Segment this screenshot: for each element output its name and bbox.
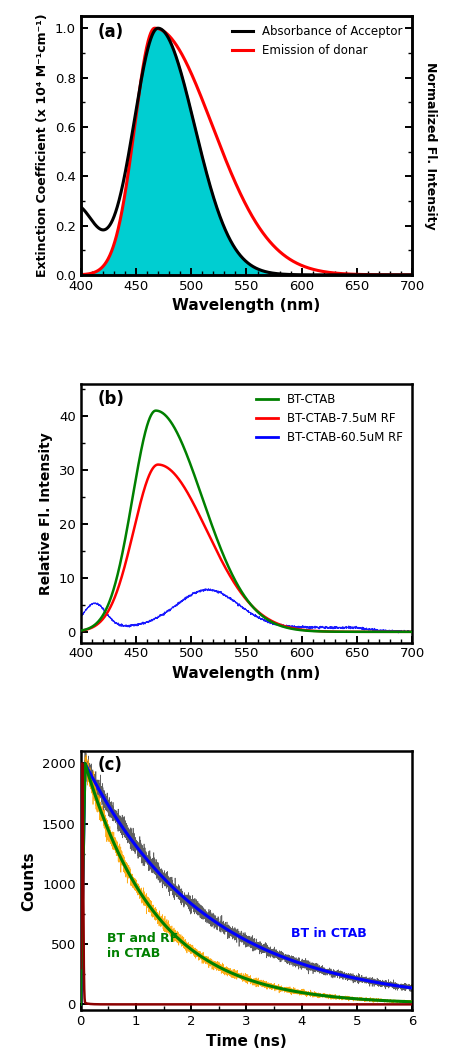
X-axis label: Time (ns): Time (ns) (206, 1034, 287, 1048)
Text: (a): (a) (97, 22, 123, 40)
X-axis label: Wavelength (nm): Wavelength (nm) (173, 298, 320, 313)
Legend: BT-CTAB, BT-CTAB-7.5uM RF, BT-CTAB-60.5uM RF: BT-CTAB, BT-CTAB-7.5uM RF, BT-CTAB-60.5u… (253, 389, 407, 448)
Text: BT and RF
in CTAB: BT and RF in CTAB (107, 932, 178, 961)
Y-axis label: Normalized Fl. Intensity: Normalized Fl. Intensity (424, 61, 437, 230)
Y-axis label: Extinction Coefficient (x 10⁴ M⁻¹cm⁻¹): Extinction Coefficient (x 10⁴ M⁻¹cm⁻¹) (36, 14, 49, 277)
Text: (c): (c) (97, 755, 122, 773)
Y-axis label: Relative Fl. Intensity: Relative Fl. Intensity (39, 432, 53, 595)
Text: (b): (b) (97, 390, 124, 408)
Legend: Absorbance of Acceptor, Emission of donar: Absorbance of Acceptor, Emission of dona… (228, 22, 407, 60)
Text: BT in CTAB: BT in CTAB (291, 927, 366, 940)
Y-axis label: Counts: Counts (21, 851, 36, 911)
X-axis label: Wavelength (nm): Wavelength (nm) (173, 667, 320, 681)
